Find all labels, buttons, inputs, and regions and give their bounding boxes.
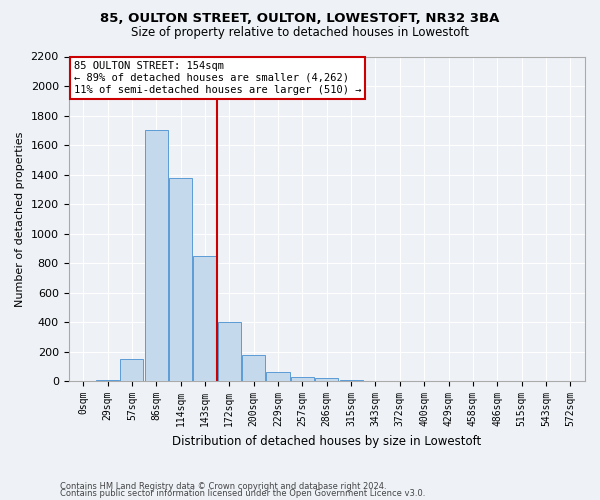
Bar — [120, 359, 143, 381]
Bar — [291, 377, 314, 381]
Bar — [266, 372, 290, 381]
Bar — [145, 130, 168, 381]
Text: Size of property relative to detached houses in Lowestoft: Size of property relative to detached ho… — [131, 26, 469, 39]
Bar — [340, 380, 362, 381]
Bar — [193, 256, 217, 381]
Text: 85, OULTON STREET, OULTON, LOWESTOFT, NR32 3BA: 85, OULTON STREET, OULTON, LOWESTOFT, NR… — [100, 12, 500, 26]
X-axis label: Distribution of detached houses by size in Lowestoft: Distribution of detached houses by size … — [172, 434, 481, 448]
Bar — [242, 356, 265, 381]
Text: 85 OULTON STREET: 154sqm
← 89% of detached houses are smaller (4,262)
11% of sem: 85 OULTON STREET: 154sqm ← 89% of detach… — [74, 62, 361, 94]
Bar — [169, 178, 192, 381]
Bar — [315, 378, 338, 381]
Text: Contains public sector information licensed under the Open Government Licence v3: Contains public sector information licen… — [60, 490, 425, 498]
Y-axis label: Number of detached properties: Number of detached properties — [15, 131, 25, 306]
Bar — [218, 322, 241, 381]
Bar — [96, 380, 119, 381]
Text: Contains HM Land Registry data © Crown copyright and database right 2024.: Contains HM Land Registry data © Crown c… — [60, 482, 386, 491]
